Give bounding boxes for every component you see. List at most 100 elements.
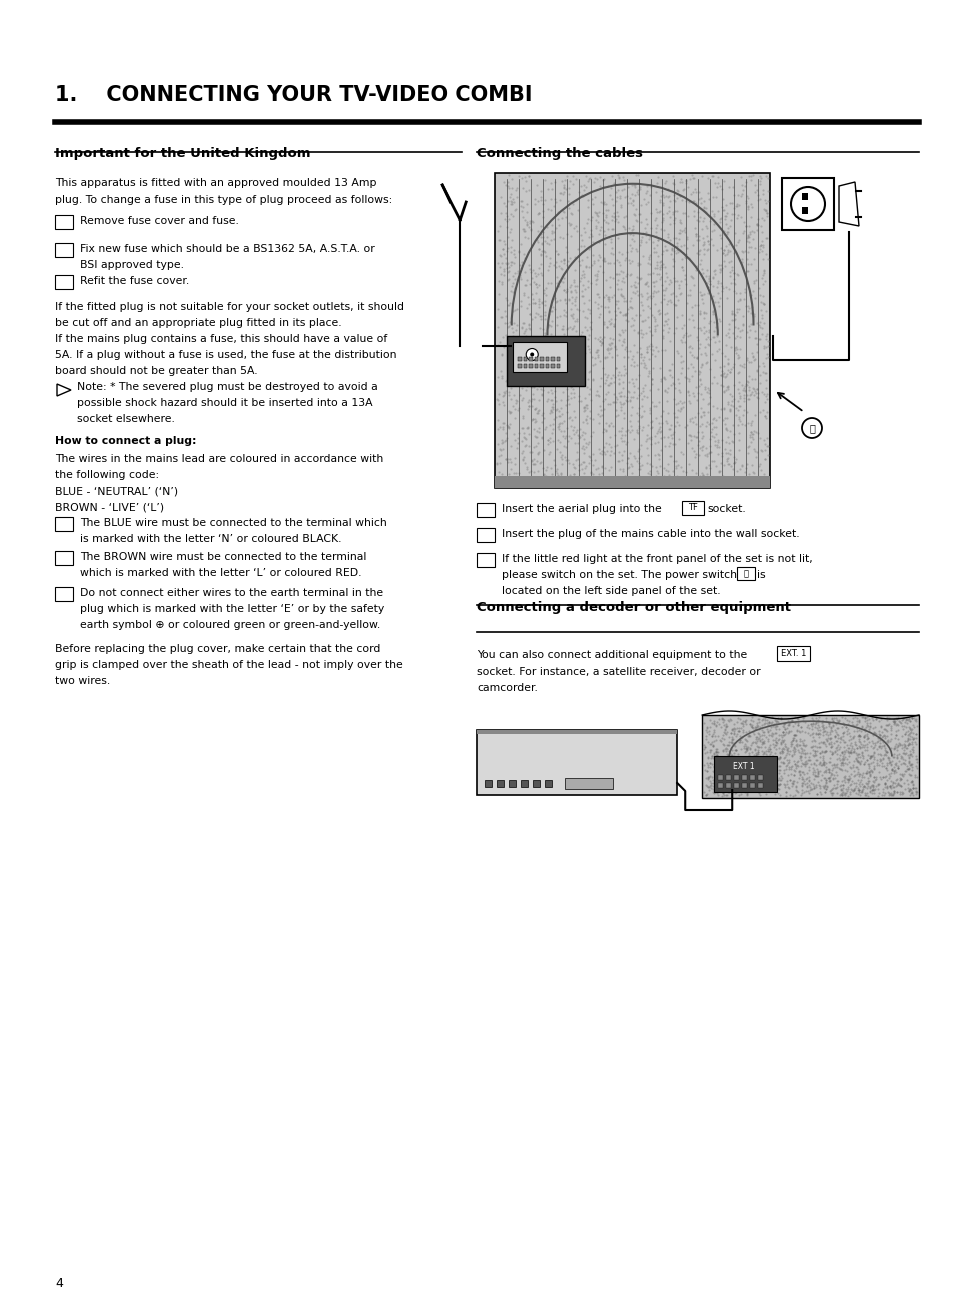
Point bbox=[607, 435, 622, 456]
Point bbox=[644, 374, 659, 395]
Point bbox=[600, 342, 616, 363]
Point bbox=[691, 225, 706, 246]
Point bbox=[577, 279, 592, 299]
Point bbox=[558, 279, 574, 299]
Point bbox=[771, 756, 786, 777]
Point bbox=[730, 721, 745, 742]
Point bbox=[665, 434, 680, 454]
Point bbox=[693, 466, 708, 487]
Point bbox=[756, 767, 771, 788]
Point bbox=[779, 740, 794, 760]
Point bbox=[496, 193, 511, 214]
Point bbox=[649, 301, 664, 322]
Point bbox=[712, 211, 727, 232]
Point bbox=[862, 736, 878, 756]
Point bbox=[793, 775, 808, 796]
Point bbox=[702, 771, 718, 792]
Point bbox=[696, 301, 711, 322]
Point bbox=[726, 783, 741, 803]
Point bbox=[709, 763, 724, 784]
Point bbox=[821, 759, 836, 780]
Point bbox=[705, 723, 720, 743]
Text: plug which is marked with the letter ‘E’ or by the safety: plug which is marked with the letter ‘E’… bbox=[80, 604, 384, 615]
Point bbox=[556, 250, 571, 271]
Point bbox=[729, 292, 744, 312]
Point bbox=[582, 461, 598, 482]
Point bbox=[725, 452, 740, 473]
Point bbox=[740, 227, 756, 247]
Point bbox=[687, 414, 702, 435]
Point bbox=[676, 220, 691, 241]
Point bbox=[496, 337, 511, 358]
Point bbox=[854, 779, 869, 799]
Point bbox=[704, 712, 720, 733]
Point bbox=[535, 319, 550, 340]
Point bbox=[882, 716, 898, 737]
Point bbox=[902, 723, 917, 743]
Point bbox=[769, 708, 784, 729]
Point bbox=[701, 740, 717, 760]
Point bbox=[740, 352, 756, 372]
Point bbox=[760, 721, 775, 742]
Point bbox=[724, 323, 740, 344]
Point bbox=[545, 396, 560, 417]
Point bbox=[784, 785, 800, 806]
Point bbox=[584, 368, 599, 389]
Point bbox=[697, 379, 712, 400]
Point bbox=[731, 755, 746, 776]
Point bbox=[579, 298, 595, 319]
Point bbox=[705, 713, 720, 734]
Point bbox=[887, 734, 902, 755]
Point bbox=[727, 772, 742, 793]
Point bbox=[778, 745, 793, 766]
Point bbox=[593, 335, 608, 355]
Point bbox=[845, 741, 861, 762]
Point bbox=[634, 296, 649, 316]
Point bbox=[887, 769, 902, 790]
Point bbox=[742, 165, 758, 186]
Point bbox=[685, 201, 700, 221]
Point bbox=[862, 759, 878, 780]
Point bbox=[641, 398, 657, 419]
Point bbox=[908, 751, 923, 772]
Point bbox=[748, 768, 763, 789]
Point bbox=[491, 395, 506, 415]
Point bbox=[837, 753, 852, 773]
Point bbox=[656, 284, 671, 305]
Point bbox=[783, 758, 799, 779]
Point bbox=[790, 768, 805, 789]
Point bbox=[653, 292, 668, 312]
Point bbox=[492, 332, 507, 353]
Point bbox=[900, 777, 915, 798]
Point bbox=[852, 747, 867, 768]
Point bbox=[641, 254, 657, 275]
Point bbox=[783, 734, 799, 755]
Point bbox=[526, 437, 541, 458]
Point bbox=[555, 404, 570, 424]
Point bbox=[782, 734, 798, 755]
Point bbox=[648, 217, 663, 238]
Point bbox=[723, 302, 739, 323]
Point bbox=[567, 216, 582, 237]
Point bbox=[740, 260, 755, 281]
Point bbox=[794, 708, 809, 729]
Point bbox=[491, 271, 506, 292]
Point bbox=[686, 316, 701, 337]
Point bbox=[705, 299, 720, 320]
Point bbox=[859, 737, 874, 758]
Point bbox=[738, 216, 753, 237]
Point bbox=[617, 303, 632, 324]
Point bbox=[759, 206, 774, 227]
Text: Connecting a decoder or other equipment: Connecting a decoder or other equipment bbox=[476, 602, 790, 615]
Point bbox=[512, 254, 527, 275]
Point bbox=[809, 760, 824, 781]
Point bbox=[545, 197, 560, 217]
Point bbox=[768, 780, 783, 801]
Text: 4: 4 bbox=[61, 519, 67, 529]
Point bbox=[745, 273, 760, 294]
Point bbox=[663, 367, 679, 388]
Point bbox=[712, 776, 727, 797]
Point bbox=[720, 221, 735, 242]
Point bbox=[593, 296, 608, 316]
Point bbox=[841, 729, 856, 750]
